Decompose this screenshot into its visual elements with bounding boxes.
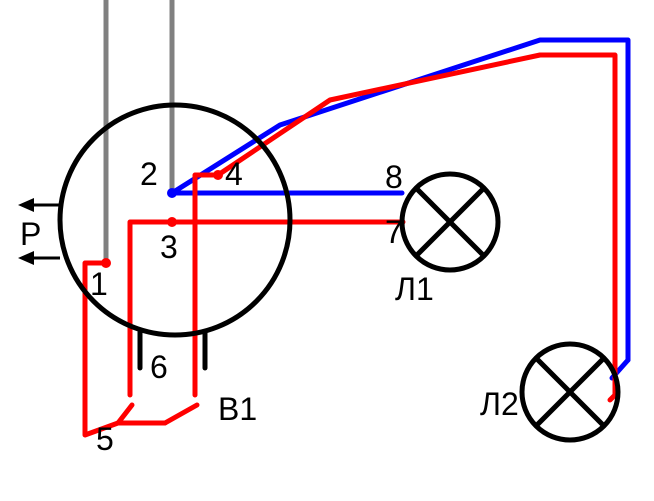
label-B1: B1 xyxy=(218,391,257,427)
terminal-label-3: 3 xyxy=(160,229,178,265)
terminal-label-6: 6 xyxy=(150,349,168,385)
circuit-diagram: 1 2 3 4 56 7 8 Л1 Л2 B1 P xyxy=(0,0,654,501)
terminal-label-4: 4 xyxy=(225,156,243,192)
label-L1: Л1 xyxy=(395,271,434,307)
terminal-label-8: 8 xyxy=(385,159,403,195)
terminal-label-2: 2 xyxy=(140,156,158,192)
node-4 xyxy=(213,170,223,180)
label-P: P xyxy=(20,216,41,252)
terminal-label-1: 1 xyxy=(90,266,108,302)
node-3 xyxy=(167,217,177,227)
label-L2: Л2 xyxy=(480,386,519,422)
terminal-label-7: 7 xyxy=(385,214,403,250)
terminal-label-5: 5 xyxy=(96,421,114,457)
node-2 xyxy=(167,188,177,198)
